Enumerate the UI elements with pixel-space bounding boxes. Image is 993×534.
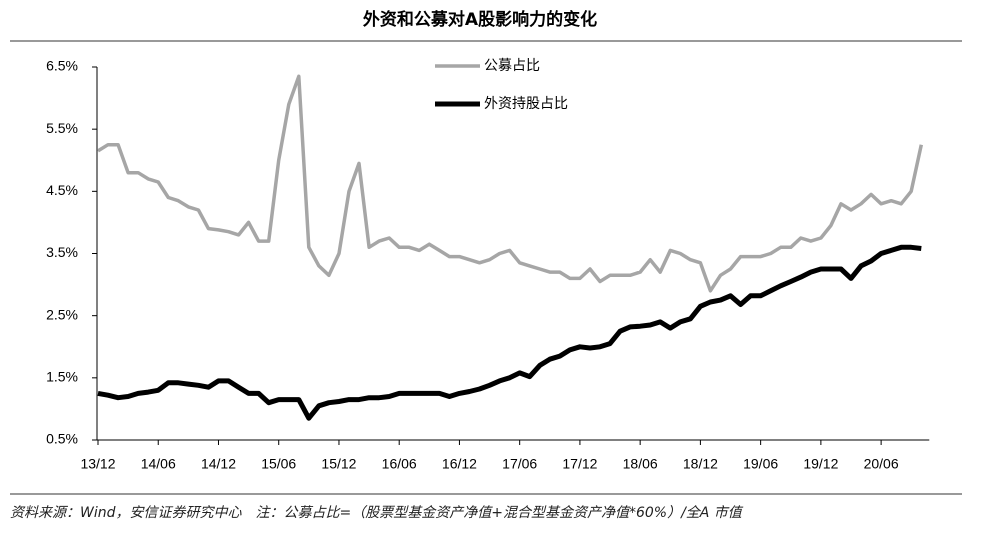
x-tick-label: 18/12 bbox=[683, 456, 718, 472]
x-tick-label: 16/06 bbox=[382, 456, 417, 472]
x-tick-label: 15/12 bbox=[321, 456, 356, 472]
y-tick-label: 3.5% bbox=[46, 244, 78, 260]
source-note: 资料来源：Wind，安信证券研究中心 注：公募占比=（股票型基金资产净值+混合型… bbox=[10, 505, 744, 521]
legend-label: 外资持股占比 bbox=[484, 96, 568, 112]
x-tick-label: 14/06 bbox=[141, 456, 176, 472]
y-tick-label: 2.5% bbox=[46, 306, 78, 322]
x-tick-label: 14/12 bbox=[201, 456, 236, 472]
x-tick-label: 17/06 bbox=[502, 456, 537, 472]
x-tick-label: 15/06 bbox=[261, 456, 296, 472]
x-tick-label: 18/06 bbox=[623, 456, 658, 472]
x-tick-label: 19/06 bbox=[743, 456, 778, 472]
x-tick-label: 16/12 bbox=[442, 456, 477, 472]
y-tick-label: 0.5% bbox=[46, 431, 78, 447]
x-tick-label: 17/12 bbox=[562, 456, 597, 472]
x-tick-label: 19/12 bbox=[803, 456, 838, 472]
y-tick-label: 4.5% bbox=[46, 182, 78, 198]
series-line bbox=[97, 244, 922, 421]
x-tick-label: 13/12 bbox=[80, 456, 115, 472]
y-tick-label: 6.5% bbox=[46, 58, 78, 74]
y-tick-label: 5.5% bbox=[46, 120, 78, 136]
legend-label: 公募占比 bbox=[484, 58, 540, 74]
chart-title: 外资和公募对A股影响力的变化 bbox=[363, 9, 597, 30]
x-tick-label: 20/06 bbox=[864, 456, 899, 472]
y-tick-label: 1.5% bbox=[46, 369, 78, 385]
series-line bbox=[97, 74, 924, 293]
